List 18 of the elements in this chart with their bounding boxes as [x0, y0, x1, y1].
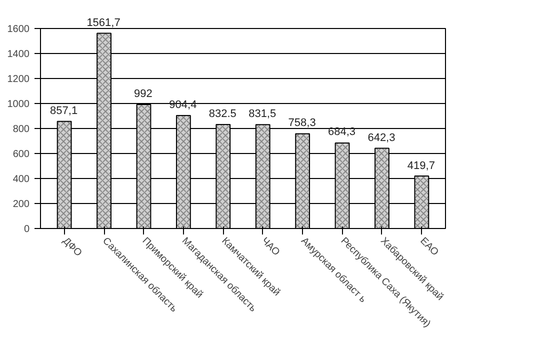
y-tick-label: 1600 — [7, 24, 30, 35]
data-label: 992 — [134, 88, 152, 100]
data-label: 758,3 — [288, 117, 316, 130]
y-tick-label: 600 — [12, 149, 30, 160]
y-tick-label: 1200 — [7, 74, 30, 85]
data-label: 642,3 — [368, 132, 396, 144]
data-label: 832.5 — [208, 108, 236, 120]
data-label: 1561,7 — [86, 16, 120, 29]
y-tick-label: 0 — [24, 224, 30, 235]
data-label: 419,7 — [407, 160, 435, 172]
data-label: 684,3 — [328, 126, 356, 138]
y-tick-label: 400 — [12, 174, 30, 185]
y-tick-label: 1400 — [7, 49, 30, 60]
data-label: 857,1 — [50, 104, 78, 117]
data-label: 831,5 — [248, 108, 276, 120]
y-tick-label: 1000 — [7, 99, 30, 110]
y-tick-label: 200 — [12, 199, 30, 210]
y-tick-label: 800 — [12, 124, 30, 135]
